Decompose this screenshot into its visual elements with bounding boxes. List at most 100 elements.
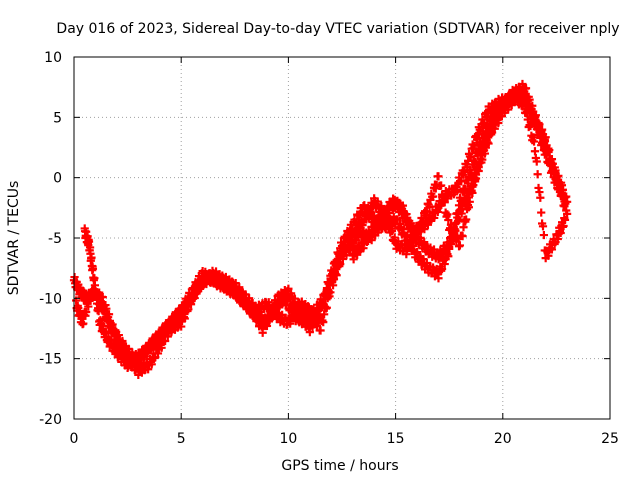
y-tick-label: 0 [53, 171, 62, 187]
data-point [280, 290, 289, 299]
data-point [88, 264, 98, 273]
data-point [526, 121, 535, 131]
data-point [186, 299, 195, 308]
data-point [104, 310, 114, 319]
data-point [70, 272, 79, 282]
data-point [532, 157, 541, 166]
data-point [531, 113, 540, 122]
data-point [454, 201, 464, 210]
data-point [539, 230, 548, 240]
data-point [90, 274, 99, 283]
data-point [433, 207, 442, 217]
data-point [429, 192, 438, 201]
data-point [362, 237, 372, 247]
data-point [87, 253, 96, 262]
data-point [82, 307, 91, 317]
data-point [258, 328, 267, 337]
series-track-d [348, 87, 570, 264]
data-point [387, 227, 397, 236]
data-point [550, 163, 559, 172]
series-track-a [69, 88, 572, 380]
data-point [561, 199, 570, 208]
data-point [440, 198, 449, 207]
data-point [434, 274, 443, 283]
data-point [262, 321, 271, 331]
data-point [294, 300, 303, 310]
data-point [434, 172, 443, 181]
data-point [399, 225, 408, 234]
data-point [412, 248, 422, 257]
y-tick-label: 10 [44, 50, 62, 66]
data-point [99, 321, 108, 330]
data-point [445, 244, 454, 254]
chart-title: Day 016 of 2023, Sidereal Day-to-day VTE… [56, 21, 619, 37]
data-point [419, 217, 428, 226]
data-point [468, 188, 477, 198]
data-point [402, 209, 411, 219]
data-point [558, 192, 567, 201]
data-point [398, 201, 408, 210]
data-point [538, 222, 548, 231]
data-point [437, 181, 446, 190]
data-point [520, 99, 529, 108]
data-point [338, 251, 347, 260]
y-tick-label: -20 [39, 412, 62, 428]
data-point [172, 316, 182, 325]
data-point [316, 326, 325, 335]
data-point [319, 318, 328, 327]
data-point [491, 117, 500, 126]
data-point [79, 319, 88, 328]
y-axis-label: SDTVAR / TECUs [6, 181, 22, 296]
data-point [462, 215, 471, 224]
data-point [475, 159, 484, 168]
data-point [458, 232, 467, 241]
data-point [533, 170, 542, 179]
x-tick-label: 25 [601, 431, 619, 447]
x-axis-label: GPS time / hours [281, 458, 398, 474]
data-point [422, 207, 431, 216]
data-point [334, 260, 343, 269]
data-point [544, 147, 553, 157]
data-point [444, 215, 453, 225]
y-tick-label: -5 [48, 231, 62, 247]
data-point [481, 140, 490, 150]
data-point [284, 284, 293, 293]
data-point [380, 205, 389, 214]
data-point [450, 227, 459, 236]
axis-ticks [73, 56, 611, 420]
data-point [85, 243, 95, 252]
y-tick-label: -10 [39, 291, 62, 307]
data-point [108, 320, 117, 329]
data-point [384, 215, 393, 225]
data-point [560, 215, 570, 224]
data-point [94, 307, 103, 316]
data-point [405, 219, 415, 228]
y-tick-label: -15 [39, 352, 62, 368]
data-point [454, 209, 463, 219]
data-point [102, 304, 111, 313]
data-point [305, 328, 314, 337]
data-point [415, 226, 424, 235]
data-point [328, 276, 337, 285]
data-point [538, 132, 547, 141]
data-points [69, 79, 572, 380]
x-tick-label: 0 [70, 431, 79, 447]
data-point [161, 336, 170, 346]
data-point [331, 264, 341, 273]
data-point [180, 314, 189, 323]
data-point [437, 264, 447, 274]
data-point [559, 221, 568, 231]
data-point [466, 152, 475, 162]
data-point [540, 137, 550, 146]
tick-labels: 0 5 10 15 20 25 -20 -15 -10 -5 0 5 10 [39, 50, 619, 447]
data-point [529, 137, 539, 146]
data-point [480, 118, 489, 127]
data-point [314, 305, 324, 314]
data-point [102, 328, 111, 337]
data-point [495, 110, 504, 119]
data-point [461, 184, 470, 194]
data-point [459, 223, 468, 232]
data-point [530, 147, 540, 156]
data-point [554, 171, 563, 180]
data-point [563, 209, 572, 218]
